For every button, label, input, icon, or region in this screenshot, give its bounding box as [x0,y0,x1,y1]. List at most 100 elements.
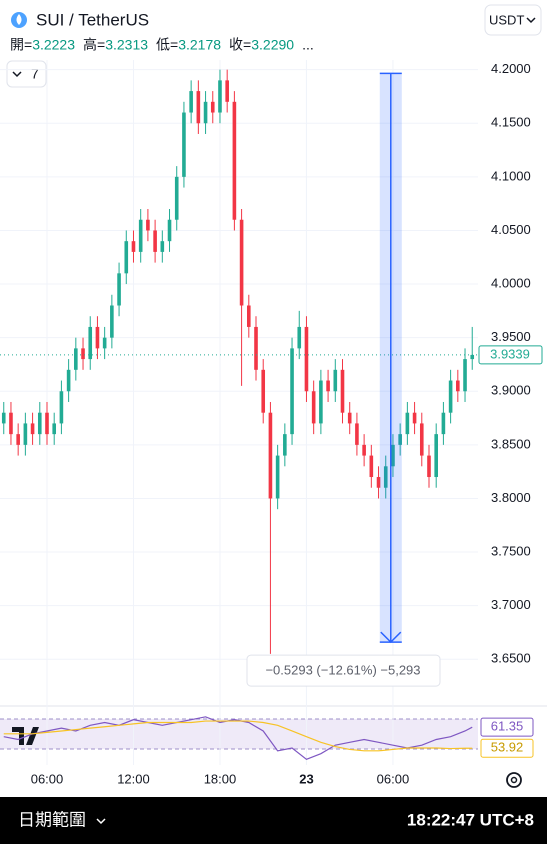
y-tick-label: 3.8000 [491,490,531,505]
candle-body [88,326,93,360]
y-tick-label: 3.8500 [491,436,531,451]
indicator-tag [480,717,534,737]
candle-body [347,412,352,424]
currency-button[interactable] [484,4,542,36]
x-tick-label: 06:00 [31,771,64,786]
date-range[interactable]: 日期範圍 [18,810,86,829]
indicator-value: 61.35 [491,719,524,734]
candle-body [95,326,100,349]
ohlc-value: 3.2290 [251,37,294,53]
coin-drop [16,14,22,25]
candle-body [45,412,49,435]
indicator-toggle[interactable] [6,60,47,88]
candle-body [117,273,121,306]
candle-body [23,423,28,445]
indicator-value: 53.92 [491,740,524,755]
y-tick-label: 3.7500 [491,543,531,558]
ohlc-label: 開= [10,37,32,53]
candle-body [232,101,237,220]
y-tick-label: 4.0500 [491,222,531,237]
ohlc-value: 3.2178 [178,37,221,53]
candle-body [268,412,273,499]
candle-body [160,241,165,252]
candle-body [225,80,229,102]
candle-body [102,337,107,349]
candle-body [355,423,359,445]
candle-body [463,359,467,392]
y-tick-label: 3.9500 [491,329,531,344]
more: ... [302,37,314,53]
logo [12,727,39,745]
candle-body [59,391,64,424]
y-tick-label: 3.7000 [491,597,531,612]
candle-body [66,369,71,392]
candle-body [326,380,330,392]
candle-body [470,354,475,360]
candle-body [283,434,287,456]
x-tick-label: 12:00 [117,771,150,786]
candle-body [362,444,366,456]
settings-icon-center [510,776,518,784]
candle-body [254,326,258,370]
candle-body [376,477,381,488]
candle-body [319,380,323,424]
candle-body [290,348,294,435]
candle-body [37,412,42,435]
x-tick-label: 06:00 [377,771,410,786]
candle-body [182,112,186,177]
candle-body [81,348,85,360]
candle-body [203,101,208,124]
candle-body [434,434,438,478]
rsi-band [0,719,478,749]
bottom-bar [0,797,547,844]
candle-body [167,219,172,242]
candle-body [16,434,20,445]
candle-body [333,369,338,392]
candle-body [369,455,374,478]
y-tick-label: 4.1500 [491,115,531,130]
symbol: SUI / TetherUS [36,10,149,29]
candle-body [311,391,316,424]
candle-body [52,423,57,435]
y-tick-label: 4.2000 [491,61,531,76]
indicator-line [3,720,473,752]
x-tick-label: 18:00 [204,771,237,786]
candle-body [456,380,460,392]
candle-body [153,230,157,252]
candle-body [239,219,244,306]
measure-box [246,654,441,687]
ohlc-legend: 開= 3.2223 高= 3.2313 低= 3.2178 收= 3.2290... [10,37,314,53]
measure-label: −0.5293 (−12.61%) −5,293 [265,663,420,678]
candle-body [405,412,410,435]
candle-body [131,241,136,252]
candle-body [74,348,78,370]
candle-body [427,455,431,478]
candle-body [1,412,6,424]
y-tick-label: 3.6500 [491,651,531,666]
candle-body [340,369,345,413]
last-price: 3.9339 [490,346,530,361]
indicator-count[interactable]: 7 [31,66,39,82]
indicator-tag [480,738,534,758]
candle-body [419,423,424,456]
x-tick-label: 23 [299,771,313,786]
currency[interactable]: USDT [489,12,524,27]
y-tick-label: 3.9000 [491,383,531,398]
candle-body [261,369,266,413]
candle-body [174,176,179,220]
candle-body [138,219,143,252]
clock: 18:22:47 UTC+8 [407,810,534,829]
toggle-chevron [12,71,22,78]
range-chevron [96,818,106,825]
chevron [526,17,536,24]
candle-body [275,455,280,499]
settings-icon[interactable] [506,772,522,788]
ohlc-value: 3.2223 [32,37,75,53]
ohlc-value: 3.2313 [105,37,148,53]
candle-body [247,305,251,327]
candle-body [124,241,129,274]
candle-body [448,380,453,413]
candle-body [110,305,114,338]
